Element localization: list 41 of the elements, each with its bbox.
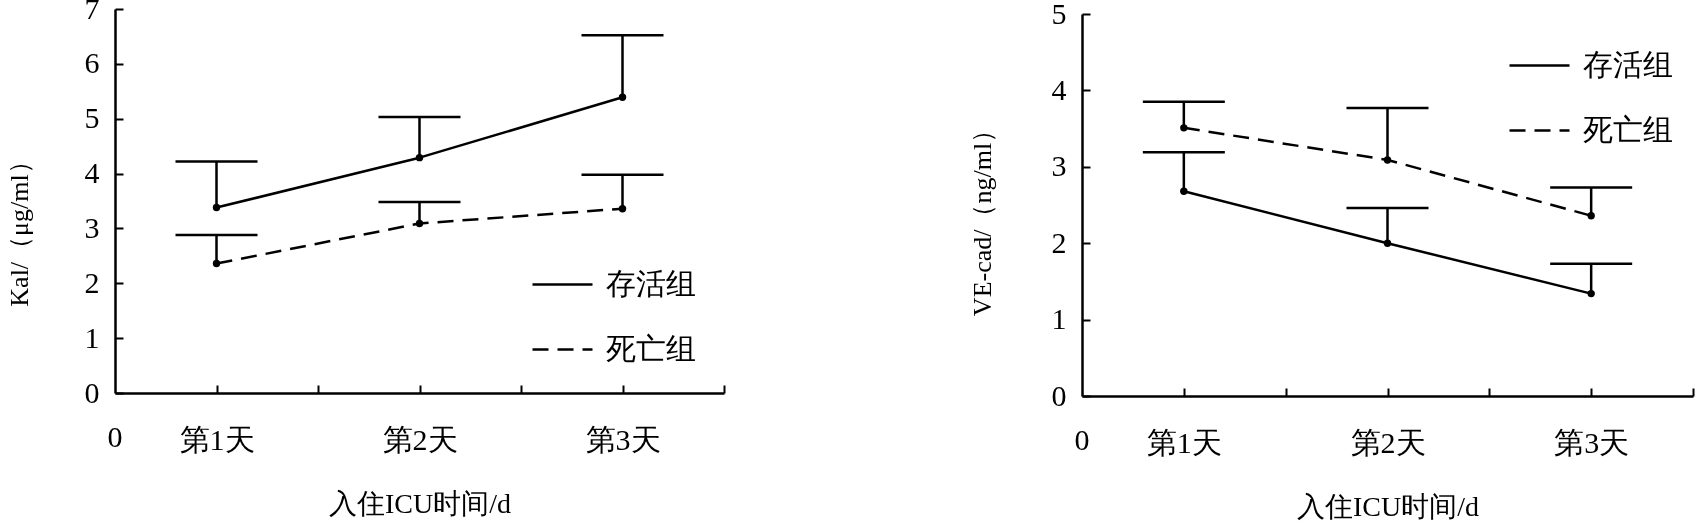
x-tick-label: 第1天 (179, 422, 255, 456)
point (415, 153, 424, 162)
y-tick-label: 0 (84, 375, 100, 409)
y-tick-label: 5 (84, 101, 100, 135)
x-tick-label: 第2天 (382, 422, 458, 456)
y-tick-label: 6 (84, 46, 100, 80)
point (618, 93, 627, 102)
point (415, 219, 424, 228)
legend-label: 存活组 (606, 266, 696, 300)
x-tick-label: 第2天 (1350, 425, 1426, 459)
y-axis-title: Kal/（μg/ml） (4, 148, 34, 307)
x-axis-title: 入住ICU时间/d (1297, 490, 1479, 522)
legend-label: 死亡组 (1583, 112, 1673, 146)
x-axis-title: 入住ICU时间/d (329, 487, 511, 519)
point (1587, 289, 1595, 298)
legend-label: 存活组 (1583, 47, 1673, 81)
y-tick-label: 2 (1051, 225, 1067, 259)
x-tick-label: 第3天 (1554, 425, 1630, 459)
y-axis-title: VE-cad/（ng/ml） (967, 116, 997, 317)
y-tick-label: 1 (84, 320, 100, 354)
point (212, 203, 221, 212)
point (1180, 187, 1188, 195)
point (1383, 239, 1392, 247)
point (1587, 212, 1595, 220)
legend-label: 死亡组 (606, 331, 696, 365)
point (1383, 156, 1392, 164)
point (618, 204, 627, 213)
y-tick-label: 2 (84, 265, 100, 299)
y-tick-label: 5 (1051, 0, 1067, 30)
point (1180, 124, 1188, 132)
point (212, 259, 221, 268)
text: 0 (1074, 423, 1090, 456)
y-tick-label: 3 (84, 210, 100, 244)
y-tick-label: 3 (1051, 149, 1067, 183)
y-tick-label: 4 (84, 156, 100, 190)
y-tick-label: 1 (1051, 302, 1067, 336)
y-tick-label: 0 (1051, 378, 1067, 412)
text: 0 (107, 420, 123, 453)
x-tick-label: 第1天 (1146, 425, 1222, 459)
y-tick-label: 4 (1051, 72, 1067, 106)
x-tick-label: 第3天 (585, 422, 661, 456)
